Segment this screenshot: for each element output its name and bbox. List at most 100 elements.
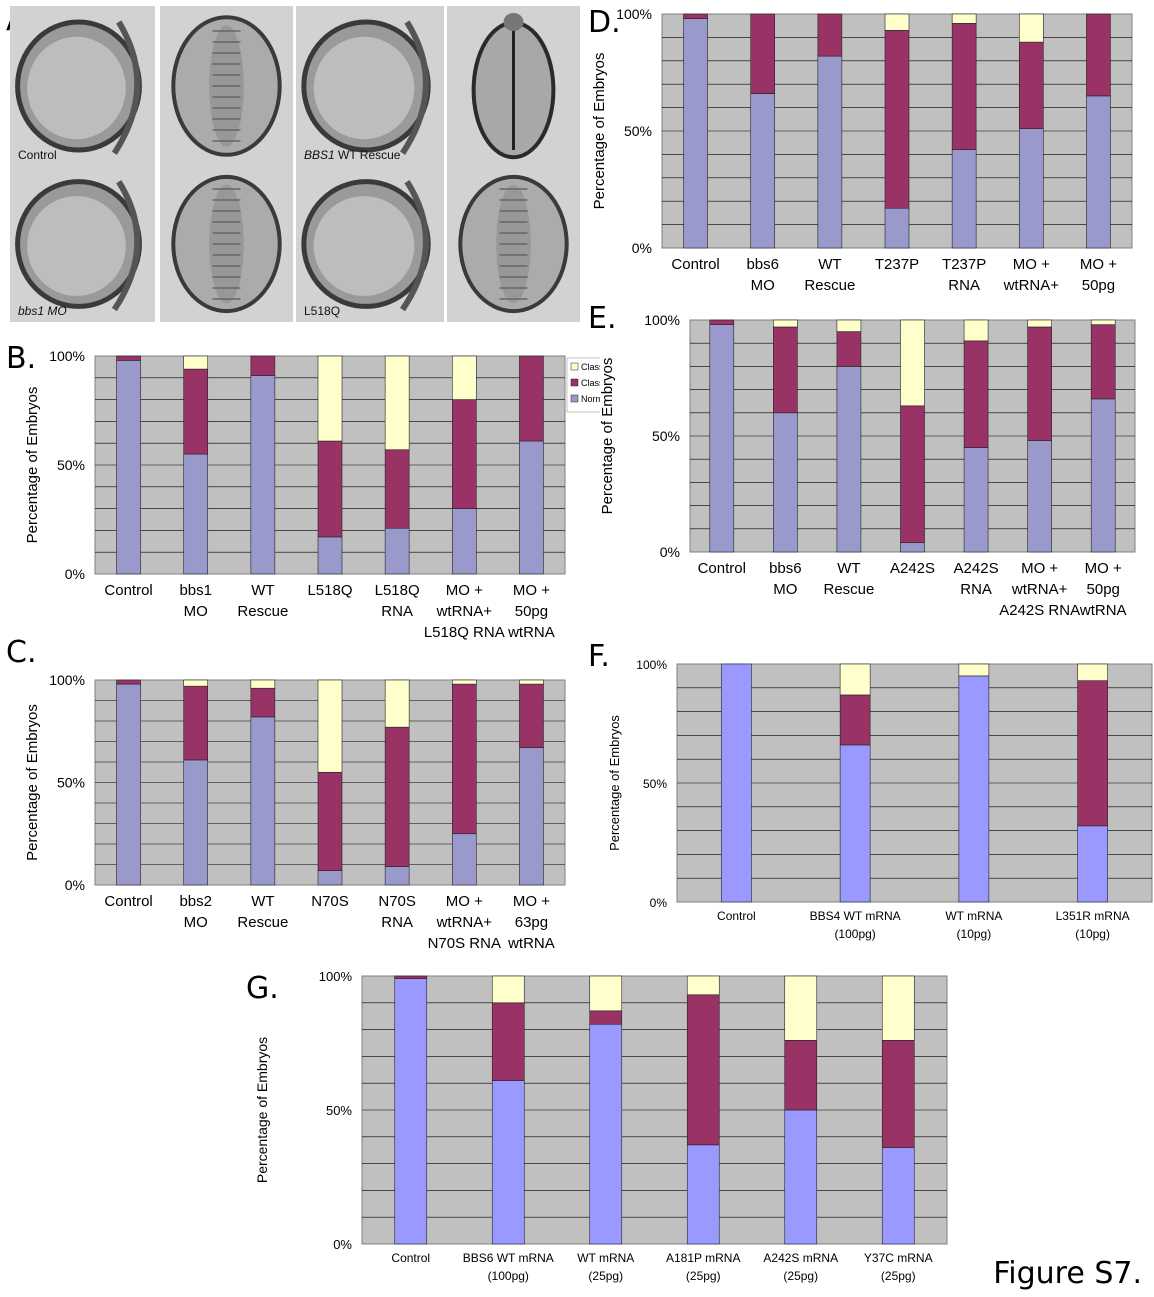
bar-segment-normal (317, 870, 343, 886)
micrograph-1: Control (10, 6, 155, 166)
x-tick-label: Control (391, 1251, 430, 1265)
chart-panel-b: B. 0% 50% 100% Percentage of Embryos Control b… (0, 330, 600, 640)
y-axis-label: Percentage of Embryos (24, 704, 41, 861)
bar-segment-class-ii (589, 975, 623, 1012)
bar-segment-class-i (686, 994, 720, 1146)
y-tick-label: 100% (644, 312, 680, 328)
bar-segment-class-ii (250, 679, 276, 689)
chart-svg: C. 0% 50% 100% Percentage of Embryos Control b… (6, 635, 566, 952)
bar-segment-class-i (519, 355, 544, 442)
chart-panel-d: D. 0% 50% 100% Percentage of Embryos Control b… (582, 0, 1154, 300)
x-tick-label: L351R mRNA (1056, 909, 1130, 923)
bar-segment-normal (900, 542, 925, 553)
micrograph-caption: Control (18, 148, 57, 162)
embryo-image (160, 166, 293, 322)
bar-segment-class-ii (451, 679, 477, 685)
x-tick-label: (10pg) (1075, 927, 1110, 941)
bar-segment-normal (317, 536, 343, 575)
x-tick-label: WT (837, 560, 860, 577)
x-tick-label: 63pg (515, 914, 548, 931)
bar-segment-normal (116, 683, 141, 886)
bar-segment-normal (116, 360, 141, 575)
bar-segment-normal (817, 55, 843, 249)
figure-label: Figure S7. (993, 1256, 1142, 1291)
x-tick-label: bbs6 (769, 560, 802, 577)
bar-segment-class-i (709, 319, 735, 325)
y-tick-label: 100% (319, 969, 353, 984)
x-tick-label: (100pg) (834, 927, 875, 941)
bar-segment-class-ii (384, 355, 410, 451)
x-tick-label: bbs2 (179, 893, 212, 910)
x-tick-label: 50pg (1082, 277, 1115, 294)
x-tick-label: wtRNA+ (1011, 581, 1068, 598)
bar-segment-normal (1086, 95, 1111, 249)
x-tick-label: N70S RNA (428, 935, 501, 952)
bar-segment-class-ii (836, 319, 862, 332)
embryo-image (296, 6, 444, 166)
bar-segment-class-ii (384, 679, 410, 728)
bar-segment-normal (784, 1109, 818, 1245)
bar-segment-normal (250, 716, 276, 886)
x-tick-label: L518Q (375, 582, 420, 599)
bar-segment-class-ii (958, 663, 990, 677)
x-tick-label: MO + (1013, 256, 1050, 273)
bar-segment-normal (709, 324, 735, 553)
legend-label: Class I (581, 378, 600, 388)
bar-segment-class-ii (1018, 13, 1044, 43)
micrograph-7: L518Q (296, 166, 444, 322)
x-tick-label: WT mRNA (945, 909, 1002, 923)
panel-letter: G. (246, 971, 279, 1006)
bar-segment-normal (1018, 128, 1044, 249)
bar-segment-class-i (451, 683, 477, 835)
x-tick-label: L518Q RNA (424, 624, 505, 640)
x-tick-label: (25pg) (783, 1269, 818, 1283)
bar-segment-normal (1077, 825, 1108, 903)
micrograph-caption: L518Q (304, 304, 341, 318)
y-tick-label: 100% (636, 658, 667, 672)
chart-panel-f: F. 0% 50% 100% Percentage of Embryos Control B… (582, 632, 1154, 952)
bar-segment-normal (686, 1144, 720, 1245)
bar-segment-class-ii (884, 13, 910, 31)
bar-segment-normal (1090, 398, 1116, 553)
x-tick-label: BBS4 WT mRNA (810, 909, 901, 923)
x-tick-label: Control (698, 560, 746, 577)
y-tick-label: 100% (49, 672, 85, 688)
x-tick-label: RNA (381, 603, 413, 620)
y-axis-label: Percentage of Embryos (24, 387, 41, 544)
bar-segment-class-ii (183, 355, 209, 370)
legend-swatch (570, 394, 579, 403)
x-tick-label: L518Q (307, 582, 352, 599)
bar-segment-class-ii (881, 975, 915, 1041)
bar-segment-class-ii (784, 975, 818, 1041)
panel-letter: E. (588, 301, 617, 336)
x-tick-label: A242S (890, 560, 935, 577)
x-tick-label: A242S mRNA (763, 1251, 838, 1265)
bar-segment-normal (884, 207, 910, 249)
bar-segment-class-ii (963, 319, 989, 342)
y-tick-label: 50% (57, 775, 85, 791)
bar-segment-normal (773, 412, 798, 553)
x-tick-label: wtRNA (507, 624, 555, 640)
bar-segment-class-ii (839, 663, 871, 696)
bar-segment-class-i (116, 355, 141, 361)
micrograph-2 (160, 6, 293, 166)
bar-segment-normal (451, 508, 477, 575)
bar-segment-class-i (839, 694, 871, 746)
x-tick-label: (25pg) (686, 1269, 721, 1283)
bar-segment-class-i (519, 683, 544, 748)
panel-letter: D. (588, 5, 621, 40)
y-tick-label: 50% (643, 777, 667, 791)
bar-segment-class-i (836, 331, 862, 367)
chart-panel-c: C. 0% 50% 100% Percentage of Embryos Control b… (0, 630, 600, 955)
bar-segment-class-i (1027, 326, 1052, 441)
micrograph-4 (447, 6, 580, 166)
x-tick-label: WT (818, 256, 841, 273)
bar-segment-class-i (451, 399, 477, 509)
x-tick-label: wtRNA+ (436, 914, 493, 931)
bar-segment-class-i (183, 685, 209, 761)
bar-segment-normal (250, 375, 276, 575)
bar-segment-normal (589, 1023, 623, 1245)
bar-segment-class-i (900, 405, 925, 544)
bar-segment-normal (839, 744, 871, 903)
bar-segment-class-i (817, 13, 843, 57)
